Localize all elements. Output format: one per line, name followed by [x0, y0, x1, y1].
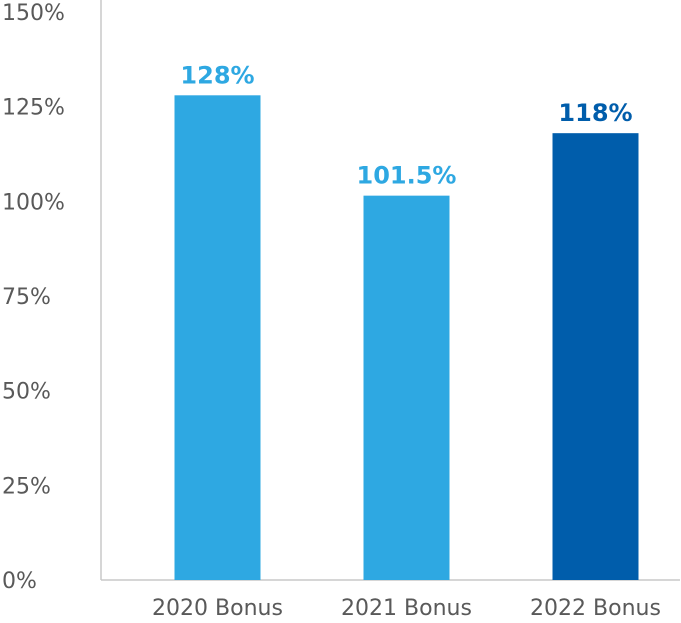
- y-tick-label: 100%: [2, 190, 65, 215]
- bar-value-label: 128%: [180, 61, 254, 89]
- y-tick-label: 0%: [2, 569, 37, 594]
- bar: [552, 133, 639, 580]
- y-tick-label: 75%: [2, 285, 51, 310]
- bar: [174, 95, 261, 580]
- data-labels: 128% 101.5% 118%: [180, 61, 632, 189]
- y-tick-label: 150%: [2, 1, 65, 26]
- y-tick-label: 25%: [2, 474, 51, 499]
- x-category-label: 2021 Bonus: [341, 596, 472, 621]
- y-tick-label: 50%: [2, 380, 51, 405]
- bar-value-label: 118%: [558, 99, 632, 127]
- bars: [174, 95, 639, 581]
- bar-value-label: 101.5%: [357, 162, 457, 190]
- bar: [363, 195, 450, 581]
- y-axis-ticks: 0% 25% 50% 75% 100% 125% 150%: [2, 1, 65, 594]
- y-tick-label: 125%: [2, 96, 65, 121]
- x-category-label: 2020 Bonus: [152, 596, 283, 621]
- x-category-label: 2022 Bonus: [530, 596, 661, 621]
- category-labels: 2020 Bonus 2021 Bonus 2022 Bonus: [152, 596, 661, 621]
